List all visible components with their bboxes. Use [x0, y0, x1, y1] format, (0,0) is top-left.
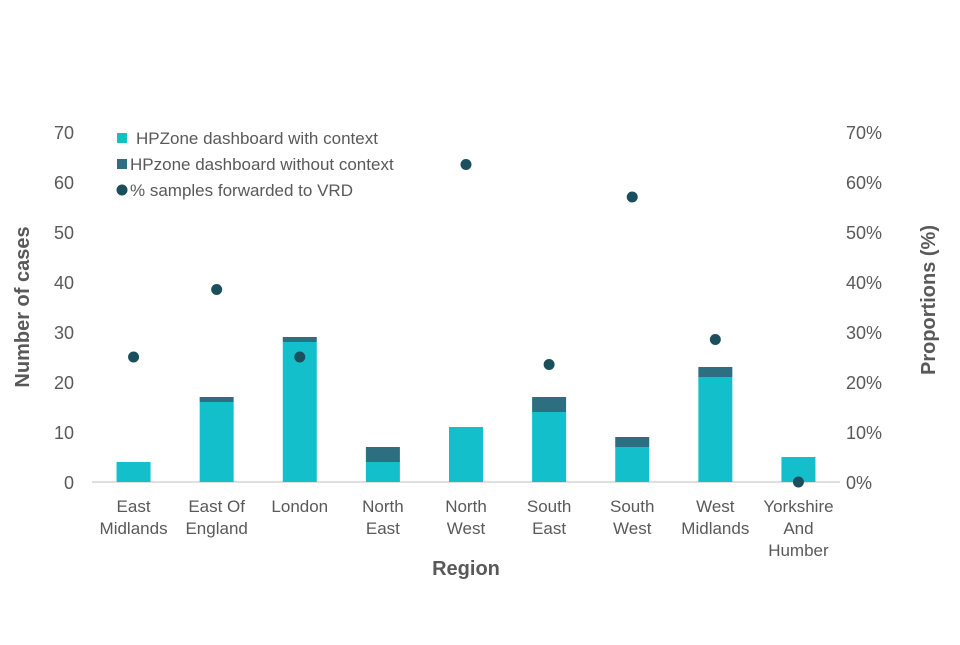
y2-axis-title: Proportions (%)	[918, 225, 940, 375]
bar-segment	[199, 402, 234, 482]
scatter-point	[294, 351, 306, 363]
x-tick-label: North	[445, 497, 487, 516]
x-tick-label: Midlands	[681, 519, 749, 538]
x-tick-label: West	[447, 519, 486, 538]
y-tick-label: 70	[54, 123, 74, 143]
bar-segment	[532, 397, 567, 412]
x-tick-label: East Of	[188, 497, 245, 516]
x-tick-label: England	[185, 519, 247, 538]
x-tick-label: Midlands	[100, 519, 168, 538]
legend-label: % samples forwarded to VRD	[130, 181, 353, 200]
y2-tick-label: 60%	[846, 173, 882, 193]
x-tick-label: Humber	[768, 541, 829, 560]
y-tick-label: 0	[64, 473, 74, 493]
x-tick-label: South	[527, 497, 571, 516]
x-tick-label: South	[610, 497, 654, 516]
bar-segment	[698, 377, 733, 482]
bar-segment	[365, 447, 400, 462]
y-tick-label: 10	[54, 423, 74, 443]
y2-tick-label: 0%	[846, 473, 872, 493]
x-axis-title: Region	[432, 558, 500, 580]
bar-segment	[365, 462, 400, 482]
bar-segment	[282, 337, 317, 342]
y-tick-label: 60	[54, 173, 74, 193]
x-tick-label: And	[783, 519, 813, 538]
scatter-point	[211, 284, 223, 295]
bar-segment	[615, 447, 650, 482]
legend-label: HPzone dashboard without context	[130, 155, 394, 174]
bar-segment	[532, 412, 567, 482]
y2-tick-label: 30%	[846, 323, 882, 343]
legend-swatch	[117, 133, 127, 143]
legend-swatch	[117, 159, 127, 169]
y2-tick-label: 40%	[846, 273, 882, 293]
scatter-point	[460, 159, 472, 170]
x-tick-label: East	[366, 519, 400, 538]
x-tick-label: London	[271, 497, 328, 516]
scatter-point	[792, 476, 804, 488]
y-tick-label: 40	[54, 273, 74, 293]
y-axis-title: Number of cases	[12, 226, 34, 387]
scatter-point	[128, 351, 140, 363]
x-tick-label: West	[696, 497, 735, 516]
bar-segment	[199, 397, 234, 402]
y2-tick-label: 10%	[846, 423, 882, 443]
bar-segment	[116, 462, 151, 482]
x-tick-label: East	[532, 519, 566, 538]
y-tick-label: 30	[54, 323, 74, 343]
scatter-point	[709, 334, 721, 345]
legend-marker	[116, 184, 128, 196]
scatter-point	[543, 359, 555, 370]
y-tick-label: 20	[54, 373, 74, 393]
bar-segment	[615, 437, 650, 447]
x-tick-label: North	[362, 497, 404, 516]
x-tick-label: West	[613, 519, 652, 538]
y2-tick-label: 20%	[846, 373, 882, 393]
bar-segment	[282, 342, 317, 482]
scatter-point	[626, 191, 638, 203]
bar-segment	[449, 427, 483, 482]
y2-tick-label: 70%	[846, 123, 882, 143]
legend-label: HPZone dashboard with context	[136, 129, 378, 148]
y2-tick-label: 50%	[846, 223, 882, 243]
x-tick-label: Yorkshire	[763, 497, 833, 516]
x-tick-label: East	[117, 497, 151, 516]
y-tick-label: 50	[54, 223, 74, 243]
bar-segment	[698, 367, 733, 377]
